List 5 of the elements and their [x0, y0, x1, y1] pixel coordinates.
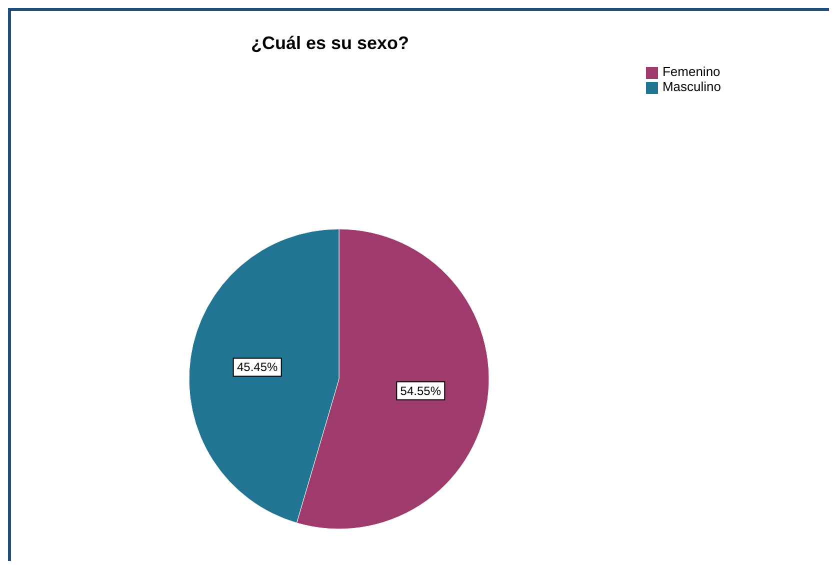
data-label: 45.45%: [236, 360, 278, 374]
legend-label: Masculino: [662, 79, 721, 94]
legend-label: Femenino: [662, 64, 720, 79]
chart-title: ¿Cuál es su sexo?: [250, 33, 410, 54]
data-label: 54.55%: [400, 384, 442, 398]
